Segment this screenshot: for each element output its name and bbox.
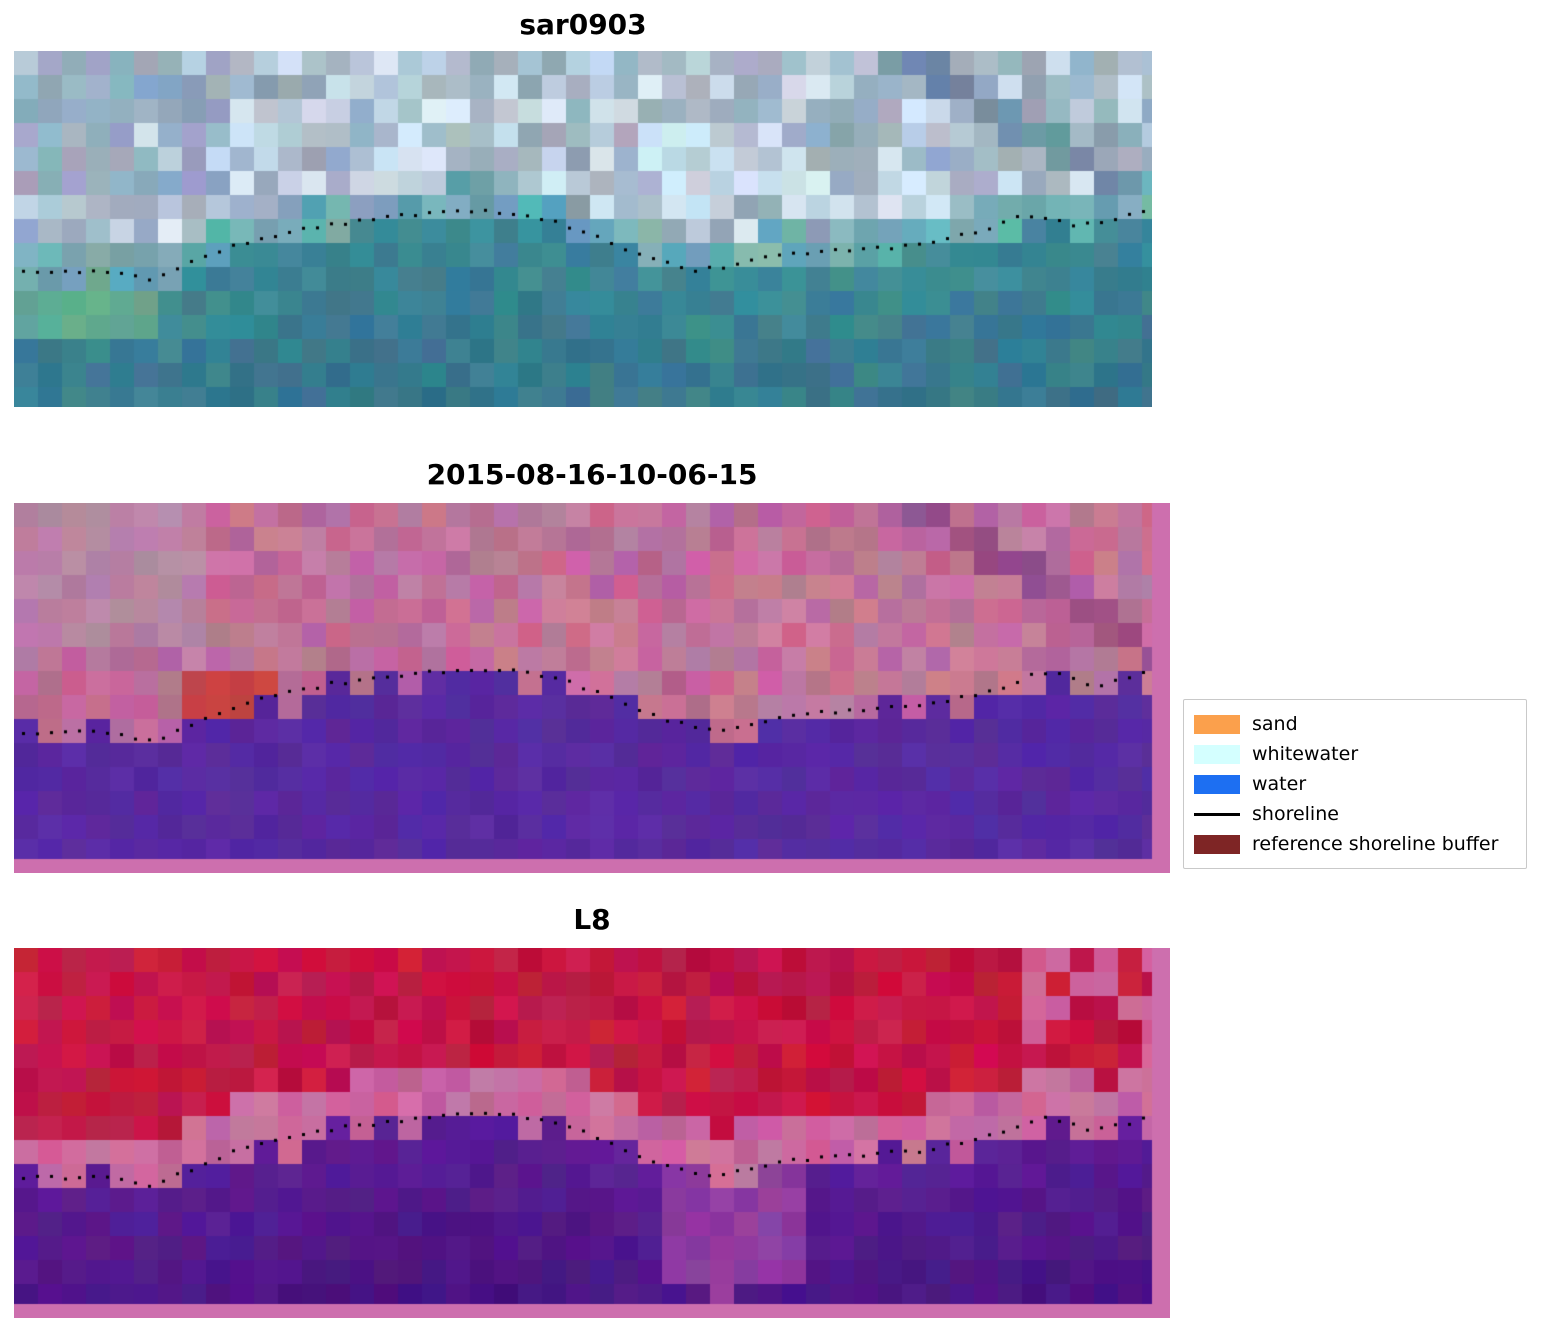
panel-title-classified: 2015-08-16-10-06-15 xyxy=(426,458,758,491)
panel-title-l8: L8 xyxy=(573,903,611,936)
legend-item-water: water xyxy=(1194,769,1516,799)
legend-color-swatch xyxy=(1194,774,1240,794)
legend-label: shoreline xyxy=(1252,803,1339,825)
sar0903-image xyxy=(14,51,1152,407)
classified-image xyxy=(14,503,1170,873)
legend-item-reference-shoreline-buffer: reference shoreline buffer xyxy=(1194,829,1516,859)
legend: sand whitewater water shoreline reference sh… xyxy=(1183,699,1527,869)
legend-item-shoreline: shoreline xyxy=(1194,799,1516,829)
legend-color-swatch xyxy=(1194,834,1240,854)
legend-line-swatch xyxy=(1194,812,1240,816)
legend-label: reference shoreline buffer xyxy=(1252,833,1499,855)
legend-item-whitewater: whitewater xyxy=(1194,739,1516,769)
legend-item-sand: sand xyxy=(1194,709,1516,739)
legend-label: sand xyxy=(1252,713,1298,735)
legend-label: water xyxy=(1252,773,1307,795)
l8-image xyxy=(14,948,1170,1318)
legend-label: whitewater xyxy=(1252,743,1359,765)
panel-title-sar0903: sar0903 xyxy=(519,8,647,41)
legend-color-swatch xyxy=(1194,744,1240,764)
legend-color-swatch xyxy=(1194,714,1240,734)
